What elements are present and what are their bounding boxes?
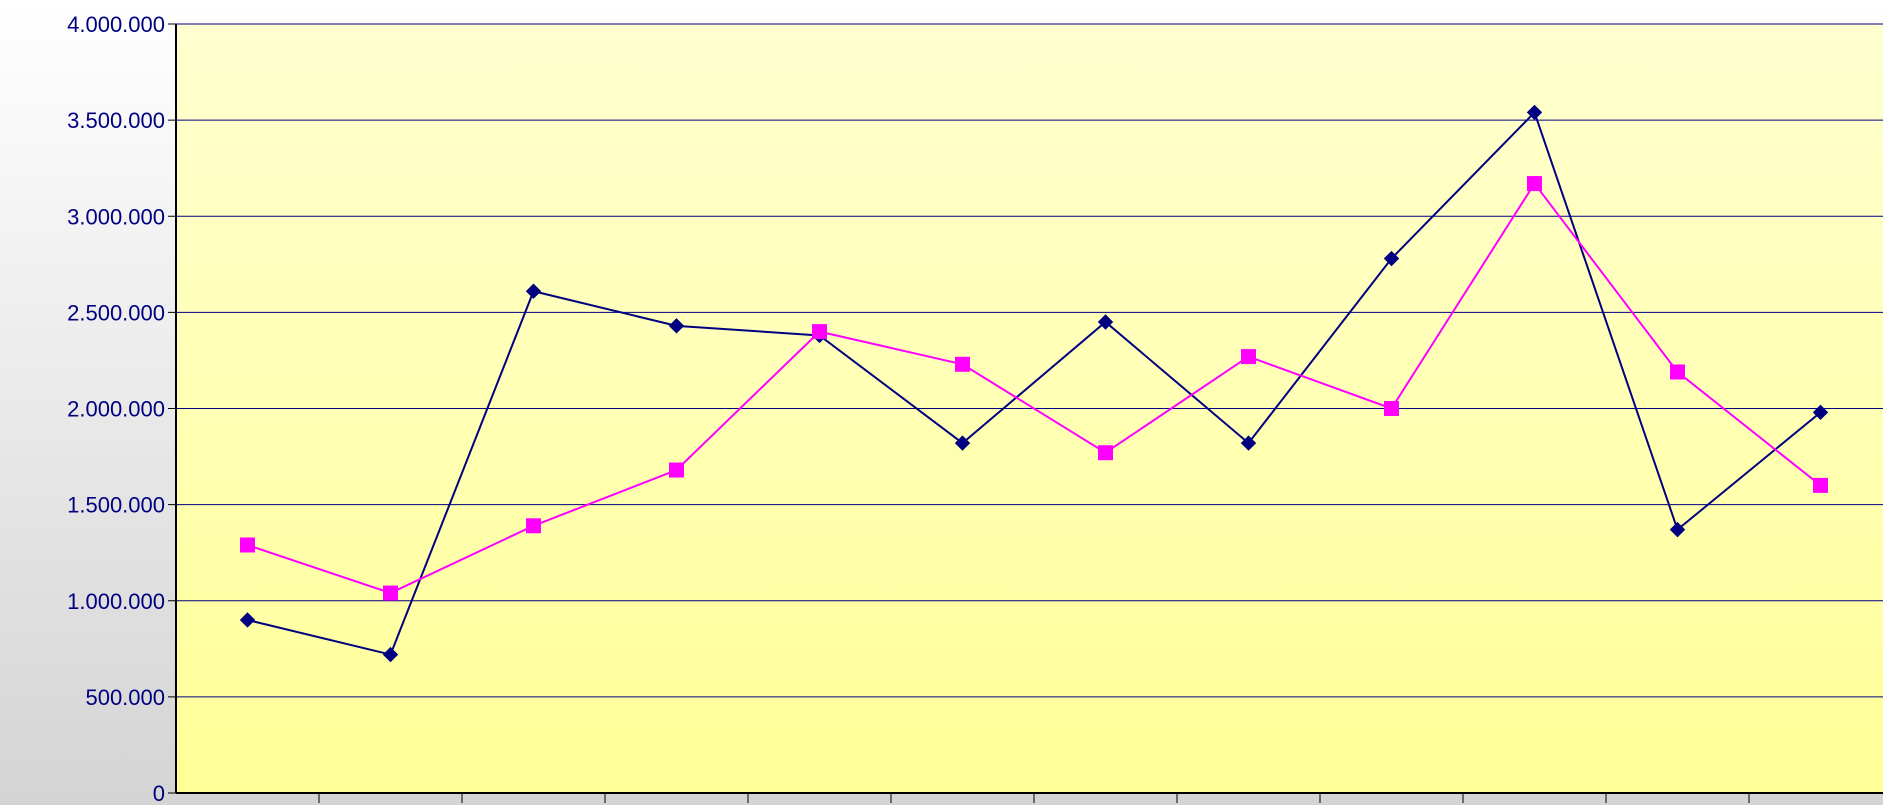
y-tick-label: 1.000.000 (67, 589, 165, 614)
data-point (668, 318, 685, 334)
data-point (1670, 364, 1685, 380)
data-point (383, 585, 398, 601)
data-point (1669, 521, 1686, 538)
data-point (812, 324, 827, 340)
series-line (247, 110, 1822, 656)
data-point (1812, 404, 1829, 421)
y-tick-labels: 0 500.000 1.000.000 1.500.000 2.000.000 2.500… (67, 12, 165, 805)
y-tick-label: 500.000 (85, 685, 165, 710)
data-point (954, 435, 971, 451)
series-group (239, 104, 1829, 663)
data-point (382, 646, 399, 663)
data-point (525, 283, 542, 299)
data-point (1098, 445, 1113, 461)
y-tick-label: 1.500.000 (67, 493, 165, 518)
data-point (1383, 250, 1400, 267)
data-point (1384, 401, 1399, 416)
y-tick-label: 3.000.000 (67, 204, 165, 229)
y-tick-label: 2.000.000 (67, 397, 165, 422)
y-tick-label: 2.500.000 (67, 300, 165, 325)
data-point (1097, 314, 1114, 330)
data-point (669, 462, 684, 478)
data-point (239, 612, 256, 628)
y-tick-label: 0 (153, 781, 165, 805)
y-tick-label: 3.500.000 (67, 108, 165, 133)
data-point (1241, 349, 1256, 365)
grid-lines (176, 23, 1883, 698)
data-point (1526, 104, 1543, 121)
y-tick-label: 4.000.000 (67, 12, 165, 37)
data-point (955, 356, 970, 372)
series-line (247, 181, 1822, 595)
data-point (240, 537, 255, 553)
data-point (1527, 176, 1542, 192)
data-point (1240, 435, 1257, 451)
series-2 (240, 176, 1828, 601)
data-point (1813, 477, 1828, 493)
axes (168, 23, 1883, 803)
data-point (526, 518, 541, 534)
